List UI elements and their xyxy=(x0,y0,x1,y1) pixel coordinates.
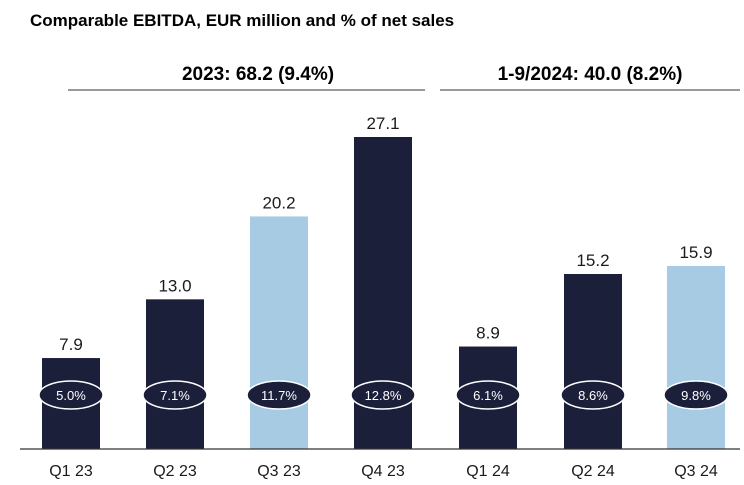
value-label: 13.0 xyxy=(158,276,191,295)
period-label-2024: 1-9/2024: 40.0 (8.2%) xyxy=(498,64,683,85)
x-tick-label: Q2 24 xyxy=(571,463,615,480)
x-tick-label: Q2 23 xyxy=(153,463,197,480)
pct-badge xyxy=(246,380,312,410)
x-tick-label: Q3 24 xyxy=(674,463,718,480)
bar-q3-24 xyxy=(667,265,725,449)
bar-q2-23 xyxy=(146,299,204,449)
value-label: 8.9 xyxy=(476,324,500,343)
x-tick-label: Q1 23 xyxy=(49,463,93,480)
value-label: 7.9 xyxy=(59,335,83,354)
pct-label: 6.1% xyxy=(473,388,503,403)
bar-q2-24 xyxy=(564,274,622,449)
value-label: 27.1 xyxy=(366,114,399,133)
pct-badge xyxy=(142,380,208,410)
x-tick-label: Q3 23 xyxy=(257,463,301,480)
x-tick-label: Q1 24 xyxy=(466,463,510,480)
value-label: 15.2 xyxy=(576,251,609,270)
pct-label: 8.6% xyxy=(578,388,608,403)
pct-badge xyxy=(38,380,104,410)
period-label-2023: 2023: 68.2 (9.4%) xyxy=(182,64,334,85)
pct-label: 12.8% xyxy=(365,388,402,403)
pct-label: 11.7% xyxy=(261,388,297,403)
value-label: 15.9 xyxy=(679,243,712,262)
bars-group: 7.9 5.0% Q1 23 13.0 7.1% Q2 23 20.2 11.7% Q3 23 2… xyxy=(38,114,729,480)
x-tick-label: Q4 23 xyxy=(361,463,405,480)
pct-badge xyxy=(455,380,521,410)
pct-badge xyxy=(350,380,416,410)
pct-label: 5.0% xyxy=(56,388,86,403)
pct-label: 7.1% xyxy=(160,388,190,403)
bar-q3-23 xyxy=(250,216,308,449)
chart-title: Comparable EBITDA, EUR million and % of … xyxy=(30,11,454,30)
pct-badge xyxy=(663,380,729,410)
pct-label: 9.8% xyxy=(681,388,711,403)
value-label: 20.2 xyxy=(262,193,295,212)
pct-badge xyxy=(560,380,626,410)
